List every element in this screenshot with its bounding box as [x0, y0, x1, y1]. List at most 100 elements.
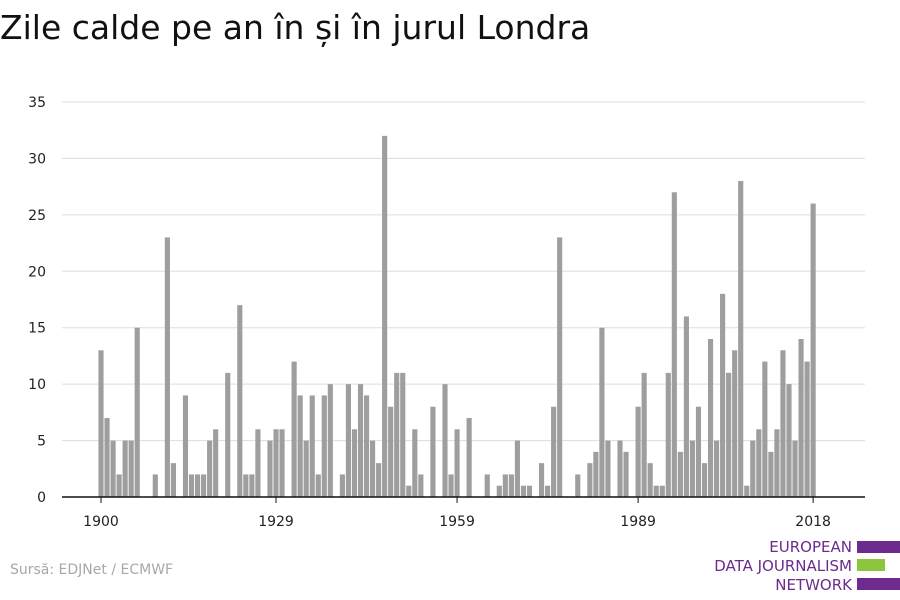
logo-purple-bar-bottom	[857, 578, 900, 590]
bar	[635, 406, 641, 497]
bar	[237, 305, 243, 497]
bar	[810, 203, 816, 498]
logo-purple-bar-top	[857, 541, 900, 553]
bar	[798, 339, 804, 497]
bar	[786, 384, 792, 497]
bar	[370, 440, 376, 497]
bar	[689, 440, 695, 497]
bar	[768, 451, 774, 497]
bar	[104, 418, 110, 497]
logo-green-bar	[857, 559, 885, 571]
bar	[641, 372, 647, 497]
bar	[593, 451, 599, 497]
bar	[351, 429, 358, 497]
bar	[520, 485, 527, 497]
bar	[363, 395, 370, 497]
bar	[756, 429, 762, 497]
bar	[339, 474, 345, 497]
bar	[659, 485, 665, 497]
bar	[605, 440, 611, 497]
bar	[508, 474, 514, 497]
bar	[804, 361, 810, 497]
bar	[738, 181, 744, 497]
bar	[376, 463, 382, 497]
y-tick-label: 20	[28, 264, 46, 280]
y-tick-label: 10	[28, 377, 46, 393]
grid-lines	[62, 101, 865, 442]
bar	[762, 361, 768, 497]
bar	[545, 485, 551, 497]
bar	[394, 372, 400, 497]
bar	[780, 350, 786, 497]
bar	[164, 237, 170, 497]
y-tick-label: 30	[28, 151, 46, 167]
logo-line-3: NETWORK	[775, 576, 852, 594]
x-tick-label: 1959	[439, 514, 475, 530]
bar	[303, 440, 309, 497]
bar	[665, 372, 671, 497]
bar	[726, 372, 732, 497]
bar	[116, 474, 122, 497]
y-tick-label: 0	[37, 490, 46, 506]
chart-title: Zile calde pe an în și în jurul Londra	[0, 8, 591, 47]
bar	[502, 474, 508, 497]
bar	[575, 474, 581, 497]
bar	[382, 135, 388, 497]
bar	[792, 440, 798, 497]
bar	[291, 361, 297, 497]
bar	[321, 395, 327, 497]
bar	[653, 485, 659, 497]
bar	[707, 339, 714, 497]
bar	[309, 395, 315, 497]
bar	[388, 406, 394, 497]
bar	[526, 485, 533, 497]
bar	[514, 440, 520, 497]
bar	[701, 463, 708, 497]
bar	[714, 440, 720, 497]
bar	[442, 384, 448, 497]
logo-line-1: EUROPEAN	[769, 538, 852, 556]
bar	[647, 463, 653, 497]
bar	[255, 429, 261, 497]
bar	[623, 451, 629, 497]
bar	[671, 192, 677, 498]
bar	[454, 429, 460, 497]
bar	[122, 440, 128, 497]
bar	[345, 384, 352, 497]
bar	[466, 418, 472, 497]
bar	[587, 463, 593, 497]
bar	[774, 429, 780, 497]
bar	[430, 406, 436, 497]
x-tick-label: 2018	[795, 514, 831, 530]
bar	[406, 485, 412, 497]
y-axis-ticks: 0 5 10 15 20 25 30 35	[28, 95, 46, 506]
bar	[683, 316, 689, 497]
bar	[134, 327, 140, 497]
bar	[617, 440, 623, 497]
bar	[213, 429, 219, 497]
bar	[98, 350, 104, 497]
logo-line-2: DATA JOURNALISM	[714, 557, 852, 575]
x-tick-label: 1989	[620, 514, 656, 530]
bar	[243, 474, 249, 497]
bar	[297, 395, 303, 497]
bars	[98, 135, 816, 498]
bar	[170, 463, 176, 497]
bar	[201, 474, 207, 497]
bar	[496, 485, 502, 497]
bar	[750, 440, 756, 497]
bar	[207, 440, 213, 497]
bar	[720, 293, 726, 497]
bar	[599, 327, 605, 497]
bar	[744, 485, 750, 497]
bar	[327, 384, 333, 497]
bar	[557, 237, 563, 497]
x-tick-label: 1900	[83, 514, 119, 530]
y-tick-label: 5	[37, 434, 46, 450]
bar	[315, 474, 321, 497]
bar	[538, 463, 545, 497]
bar	[110, 440, 116, 497]
y-tick-label: 35	[28, 95, 46, 111]
bar	[732, 350, 738, 497]
edjnet-logo: EUROPEAN DATA JOURNALISM NETWORK	[700, 537, 900, 597]
